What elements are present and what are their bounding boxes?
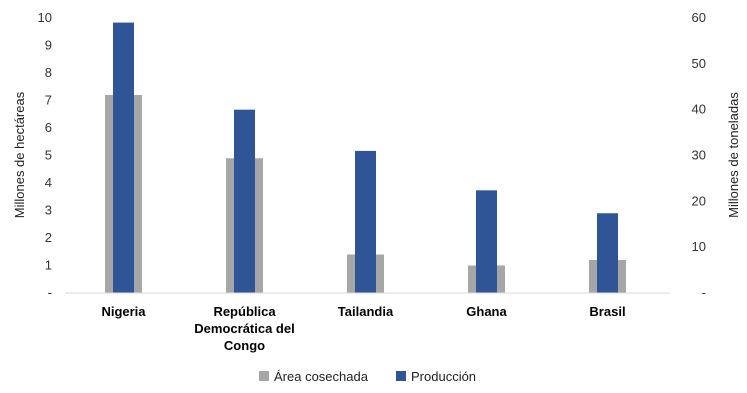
right-tick-label: 20 xyxy=(692,193,706,208)
right-axis-title: Millones de toneladas xyxy=(726,92,741,218)
category-labels: Nigeria República Democrática del Congo Tail… xyxy=(101,304,625,353)
left-tick-label: 9 xyxy=(45,38,52,53)
left-tick-label: 5 xyxy=(45,148,52,163)
legend: Área cosechada Producción xyxy=(259,369,476,384)
legend-label-production: Producción xyxy=(411,369,476,384)
bar-production xyxy=(113,22,134,293)
bars xyxy=(105,22,626,294)
bar-production xyxy=(355,150,376,293)
left-tick-label: 3 xyxy=(45,203,52,218)
bar-production xyxy=(597,213,618,293)
left-tick-label: 10 xyxy=(38,10,52,25)
legend-label-area: Área cosechada xyxy=(274,369,369,384)
left-tick-label: 8 xyxy=(45,65,52,80)
left-tick-label: 6 xyxy=(45,120,52,135)
category-label: Tailandia xyxy=(338,304,394,319)
bar-production xyxy=(476,190,497,293)
legend-swatch-area xyxy=(259,371,269,381)
category-label: Brasil xyxy=(589,304,625,319)
left-tick-label: 1 xyxy=(45,258,52,273)
left-tick-label: 4 xyxy=(45,175,52,190)
left-tick-label: - xyxy=(48,285,52,300)
left-tick-label: 7 xyxy=(45,93,52,108)
right-axis-ticks: - 10 20 30 40 50 60 xyxy=(692,10,706,300)
left-axis-ticks: - 1 2 3 4 5 6 7 8 9 10 xyxy=(38,10,52,300)
right-tick-label: 10 xyxy=(692,239,706,254)
left-tick-label: 2 xyxy=(45,230,52,245)
category-label: Nigeria xyxy=(101,304,146,319)
legend-swatch-production xyxy=(396,371,406,381)
category-label: República Democrática del Congo xyxy=(194,304,294,353)
bar-production xyxy=(234,109,255,294)
right-tick-label: 60 xyxy=(692,10,706,25)
left-axis-title: Millones de hectáreas xyxy=(12,91,27,218)
right-tick-label: 40 xyxy=(692,102,706,117)
right-tick-label: 50 xyxy=(692,56,706,71)
category-label: Ghana xyxy=(466,304,507,319)
right-tick-label: - xyxy=(702,285,706,300)
right-tick-label: 30 xyxy=(692,148,706,163)
